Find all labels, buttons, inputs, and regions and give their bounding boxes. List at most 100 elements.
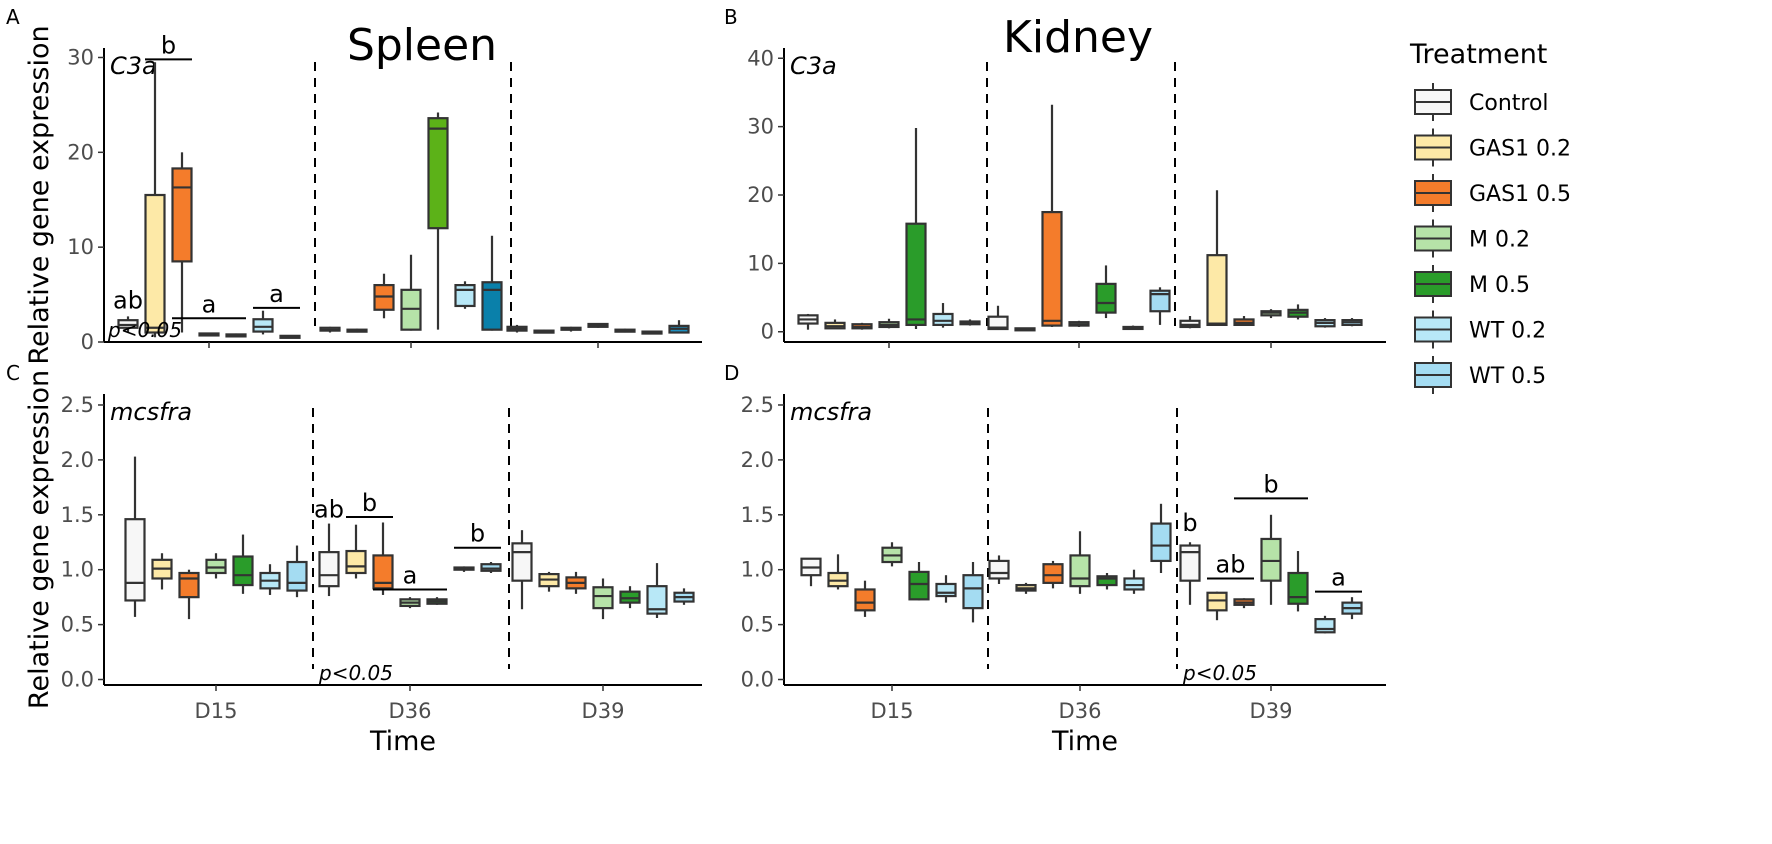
box-body	[124, 518, 146, 602]
box-m-0-5-d36	[1095, 265, 1117, 319]
box-body	[1069, 554, 1091, 588]
legend-label: WT 0.5	[1469, 364, 1546, 389]
box-body	[1095, 282, 1117, 314]
box-m-0-5-d39	[1287, 304, 1309, 320]
gene-label: mcsfra	[790, 398, 872, 426]
significance-label: b	[161, 31, 176, 59]
box-m-0-2-d36	[400, 254, 422, 331]
y-tick-label: 1.0	[741, 558, 774, 582]
box-body	[1150, 522, 1172, 563]
box-m-0-5-d15	[908, 562, 930, 601]
box-gas1-0-5-d39	[565, 571, 587, 594]
box-wt-0-2-d15	[932, 303, 954, 328]
box-body	[318, 551, 340, 588]
gene-label: mcsfra	[110, 398, 192, 426]
significance-label: ab	[1216, 550, 1246, 578]
box-m-0-2-d15	[881, 542, 903, 567]
box-body	[854, 588, 876, 612]
box-m-0-5-d36	[427, 112, 449, 330]
box-gas1-0-2-d39	[533, 329, 555, 334]
box-control-d36	[318, 523, 340, 597]
box-body	[908, 570, 930, 601]
box-control-d39	[506, 324, 528, 333]
x-axis-title: Time	[1051, 726, 1118, 757]
box-body	[232, 555, 254, 587]
x-tick-label: D36	[389, 699, 432, 723]
y-tick-label: 0	[81, 330, 94, 354]
y-tick-label: 20	[747, 183, 774, 207]
y-axis-title: Relative gene expression	[24, 25, 55, 364]
box-wt-0-5-d39	[1341, 318, 1363, 327]
y-tick-label: 0.0	[741, 668, 774, 692]
box-body	[454, 283, 476, 308]
box-body	[1041, 210, 1063, 327]
legend: Treatment Control GAS1 0.2 GAS1 0.5 M 0.2 M 0…	[1409, 39, 1571, 394]
box-body	[592, 586, 614, 610]
box-wt-0-2-d39	[1314, 318, 1336, 328]
legend-item-m-0-5: M 0.5	[1414, 265, 1530, 303]
box-gas1-0-5-d39	[560, 326, 582, 332]
box-body	[252, 318, 274, 333]
box-control-d39	[1179, 542, 1201, 605]
y-tick-label: 30	[747, 115, 774, 139]
box-body	[286, 560, 308, 592]
legend-label: M 0.5	[1469, 273, 1530, 298]
box-body	[481, 281, 503, 331]
box-body	[1179, 544, 1201, 582]
box-body	[1314, 618, 1336, 634]
y-tick-label: 20	[67, 140, 94, 164]
y-tick-label: 10	[747, 251, 774, 275]
legend-label: WT 0.2	[1469, 319, 1546, 344]
box-wt-0-2-d36	[454, 281, 476, 309]
box-control-d36	[987, 305, 1009, 331]
box-wt-0-2-d15	[252, 310, 274, 335]
box-gas1-0-5-d15	[851, 322, 873, 330]
box-m-0-5-d39	[619, 586, 641, 609]
y-tick-label: 40	[747, 46, 774, 70]
y-tick-label: 10	[67, 235, 94, 259]
box-body	[1206, 254, 1228, 327]
box-body	[646, 585, 668, 615]
legend-item-m-0-2: M 0.2	[1414, 219, 1530, 258]
box-wt-0-2-d36	[1123, 569, 1145, 594]
significance-label: a	[1331, 564, 1346, 592]
tissue-title: Spleen	[347, 20, 497, 71]
box-body	[1042, 563, 1064, 584]
box-m-0-5-d15	[232, 534, 254, 594]
box-gas1-0-5-d15	[171, 152, 193, 333]
box-gas1-0-2-d15	[144, 62, 166, 338]
box-body	[511, 542, 533, 582]
panel-letter: A	[6, 5, 20, 29]
significance-label: a	[202, 290, 217, 318]
box-wt-0-2-d39	[1314, 615, 1336, 634]
box-gas1-0-5-d36	[372, 522, 394, 595]
p-value-label: p<0.05	[1182, 661, 1257, 685]
box-body	[427, 117, 449, 230]
box-m-0-2-d15	[878, 318, 900, 329]
significance-label: b	[1182, 509, 1197, 537]
box-body	[905, 222, 927, 327]
y-tick-label: 1.5	[741, 503, 774, 527]
y-tick-label: 2.0	[61, 448, 94, 472]
box-body	[962, 574, 984, 610]
box-body	[178, 571, 200, 599]
y-tick-label: 30	[67, 45, 94, 69]
x-tick-label: D15	[871, 699, 914, 723]
box-wt-0-5-d15	[959, 319, 981, 326]
legend-label: M 0.2	[1469, 228, 1530, 253]
box-gas1-0-2-d36	[345, 524, 367, 579]
significance-label: b	[362, 489, 377, 517]
box-m-0-5-d39	[614, 328, 636, 333]
box-wt-0-5-d36	[480, 562, 502, 573]
y-tick-label: 0.0	[61, 668, 94, 692]
box-body	[988, 559, 1010, 580]
box-body	[372, 554, 394, 590]
box-gas1-0-2-d15	[827, 554, 849, 590]
legend-item-gas1-0-2: GAS1 0.2	[1414, 128, 1571, 167]
box-gas1-0-5-d39	[1233, 316, 1255, 327]
x-tick-label: D15	[195, 699, 238, 723]
box-wt-0-2-d39	[646, 563, 668, 619]
box-m-0-5-d36	[426, 597, 448, 605]
